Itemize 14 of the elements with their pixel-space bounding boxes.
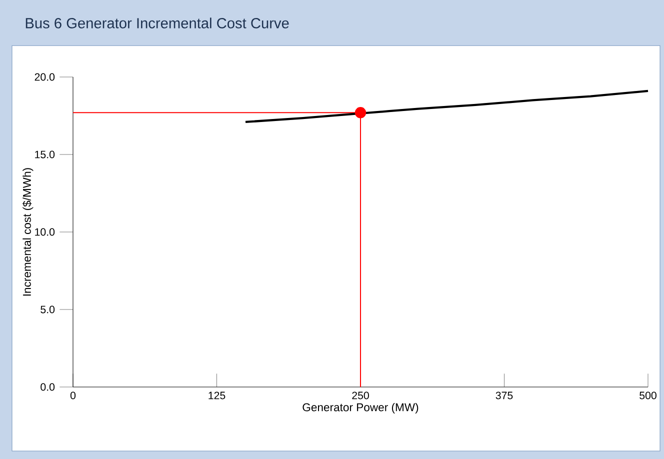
y-tick-label: 5.0: [40, 306, 55, 314]
x-tick-label: 375: [496, 392, 513, 400]
x-tick-label: 0: [70, 392, 76, 400]
x-tick-label: 250: [352, 392, 369, 400]
y-tick-label: 0.0: [40, 383, 55, 391]
y-tick-label: 10.0: [35, 228, 55, 236]
y-axis-title: Incremental cost ($/MWh): [22, 168, 34, 296]
chart-title: Bus 6 Generator Incremental Cost Curve: [26, 18, 289, 28]
y-tick-label: 20.0: [34, 73, 55, 81]
line-series: [244, 90, 650, 124]
x-axis-title: Generator Power (MW): [302, 402, 418, 414]
y-tick-label: 15.0: [35, 150, 55, 158]
x-tick-label: 500: [640, 392, 656, 400]
x-tick-label: 125: [208, 392, 226, 400]
